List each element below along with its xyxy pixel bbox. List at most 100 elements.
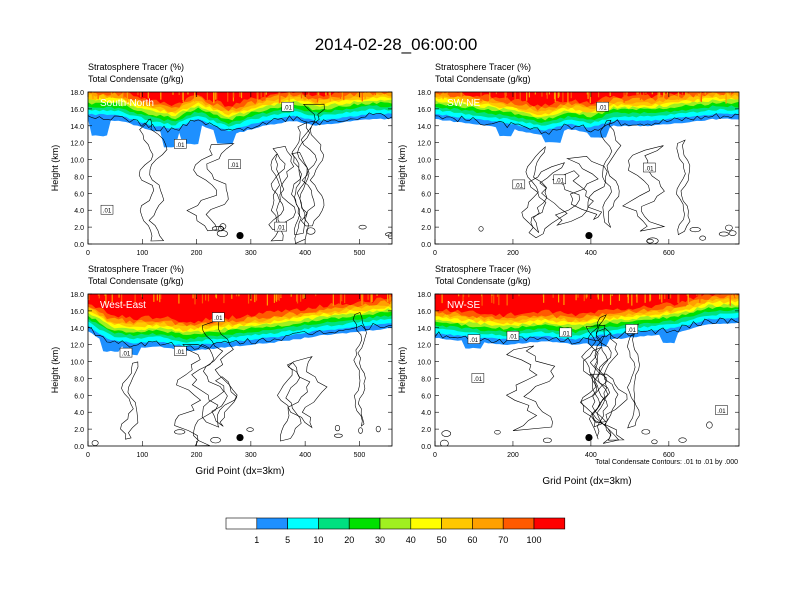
panel-west-east: Stratosphere Tracer (%) Total Condensate…	[50, 264, 393, 477]
condensate-contour	[358, 224, 367, 230]
x-tick-label: 200	[507, 452, 519, 459]
y-tick-label: 0.0	[74, 444, 84, 451]
y-tick-label: 12.0	[70, 141, 84, 148]
y-tick-label: 16.0	[70, 107, 84, 114]
panel-title: Stratosphere Tracer (%)	[435, 264, 531, 274]
condensate-contour	[352, 312, 367, 427]
plot-frame	[434, 91, 740, 245]
y-tick-label: 8.0	[421, 376, 431, 383]
contour-label: .01	[214, 316, 223, 322]
y-tick-label: 4.0	[74, 410, 84, 417]
condensate-contour	[646, 238, 654, 244]
condensate-contour	[306, 227, 316, 235]
condensate-contour	[120, 361, 139, 440]
condensate-contour	[641, 429, 651, 435]
x-tick-label: 300	[245, 452, 257, 459]
x-tick-label: 200	[507, 250, 519, 257]
y-tick-label: 16.0	[417, 107, 431, 114]
x-tick-label: 200	[191, 250, 203, 257]
condensate-contour	[587, 314, 609, 440]
panel-nw-se: Stratosphere Tracer (%) Total Condensate…	[397, 264, 740, 487]
colorbar-swatch	[348, 517, 381, 530]
y-tick-label: 14.0	[417, 326, 431, 333]
colorbar-swatch	[379, 517, 412, 530]
condensate-contour	[211, 376, 238, 427]
condensate-contour	[268, 145, 296, 231]
condensate-contour	[210, 437, 221, 444]
y-tick-label: 10.0	[70, 360, 84, 367]
y-tick-label: 2.0	[74, 427, 84, 434]
contour-label: .01	[515, 183, 524, 189]
x-tick-label: 0	[433, 250, 437, 257]
y-tick-label: 18.0	[70, 292, 84, 299]
y-tick-label: 6.0	[421, 191, 431, 198]
contour-label-box	[553, 174, 566, 185]
y-axis-label: Height (km)	[397, 145, 407, 192]
condensate-contour	[589, 373, 628, 441]
condensate-contour	[651, 439, 658, 445]
condensate-contour	[375, 425, 381, 433]
x-tick-label: 300	[245, 250, 257, 257]
location-marker	[585, 231, 593, 240]
x-tick-label: 0	[433, 452, 437, 459]
y-tick-label: 10.0	[417, 158, 431, 165]
x-tick-label: 400	[585, 452, 597, 459]
condensate-contour	[300, 103, 325, 227]
condensate-contour	[595, 328, 620, 444]
y-tick-label: 0.0	[421, 444, 431, 451]
panel-subtitle: Total Condensate (g/kg)	[435, 276, 531, 286]
colorbar-swatch	[318, 517, 350, 530]
contour-label-box	[228, 159, 241, 169]
y-tick-label: 18.0	[417, 292, 431, 299]
x-tick-label: 100	[136, 452, 148, 459]
panel-subtitle: Total Condensate (g/kg)	[88, 276, 184, 286]
colorbar-label: 100	[526, 535, 541, 545]
panel-title: Stratosphere Tracer (%)	[88, 264, 184, 274]
y-tick-label: 8.0	[74, 174, 84, 181]
contour-label-box	[281, 101, 295, 112]
y-tick-label: 14.0	[417, 124, 431, 131]
contour-note: Total Condensate Contours: .01 to .01 by…	[595, 459, 738, 466]
condensate-contour	[706, 421, 713, 429]
contour-label: .01	[561, 331, 570, 337]
x-tick-label: 0	[86, 250, 90, 257]
x-tick-label: 0	[86, 452, 90, 459]
y-tick-label: 0.0	[74, 242, 84, 249]
panel-title: Stratosphere Tracer (%)	[88, 62, 184, 72]
panel-title: Stratosphere Tracer (%)	[435, 62, 531, 72]
condensate-contour	[521, 146, 548, 233]
condensate-contour	[216, 230, 228, 238]
condensate-contour	[600, 119, 622, 229]
condensate-contour	[219, 223, 227, 230]
condensate-contour	[334, 425, 341, 432]
colorbar-label: 1	[254, 535, 259, 545]
y-tick-label: 4.0	[421, 208, 431, 215]
condensate-contour	[333, 433, 343, 438]
contour-label-box	[506, 330, 520, 341]
y-tick-label: 8.0	[421, 174, 431, 181]
y-tick-label: 14.0	[70, 326, 84, 333]
y-tick-label: 16.0	[417, 309, 431, 316]
x-tick-label: 100	[136, 250, 148, 257]
colorbar-label: 30	[375, 535, 385, 545]
colorbar-swatch	[410, 517, 442, 530]
condensate-contour	[689, 227, 701, 233]
condensate-contour	[580, 346, 608, 428]
contour-label-box	[596, 101, 609, 112]
y-tick-label: 10.0	[70, 158, 84, 165]
x-tick-label: 200	[191, 452, 203, 459]
panel-subtitle: Total Condensate (g/kg)	[435, 74, 531, 84]
location-marker	[236, 433, 244, 442]
contour-label-box	[174, 139, 187, 149]
contour-label: .01	[474, 377, 483, 383]
contour-label: .01	[230, 163, 239, 169]
tracer-band	[435, 92, 739, 107]
y-tick-label: 12.0	[70, 343, 84, 350]
x-tick-label: 600	[663, 250, 675, 257]
condensate-contour	[566, 155, 608, 221]
colorbar-swatch	[225, 517, 258, 530]
condensate-contour	[676, 139, 691, 236]
y-tick-label: 10.0	[417, 360, 431, 367]
condensate-contour	[287, 356, 328, 429]
condensate-contour	[678, 437, 687, 443]
